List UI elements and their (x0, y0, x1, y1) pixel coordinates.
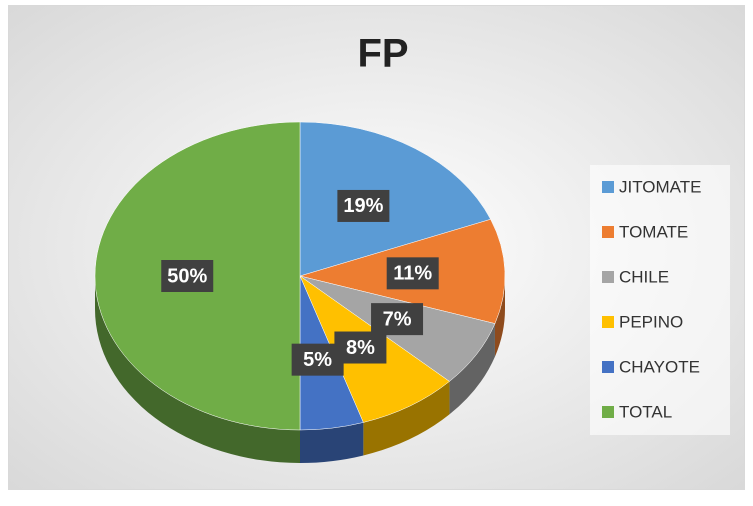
legend-swatch (602, 406, 614, 418)
slice-side (300, 422, 364, 463)
legend-box (590, 165, 730, 435)
data-label-box (337, 189, 390, 222)
legend-label: CHAYOTE (619, 357, 700, 376)
data-label-box (386, 257, 439, 290)
slice (299, 121, 491, 277)
legend-label: PEPINO (619, 312, 683, 331)
data-label: 7% (383, 308, 412, 330)
legend-label: JITOMATE (619, 177, 702, 196)
slice-side (95, 276, 300, 463)
data-label-box (161, 260, 214, 292)
data-label: 8% (346, 337, 375, 359)
data-label-box (371, 303, 424, 336)
chart-title: FP (357, 32, 408, 76)
data-label: 50% (167, 265, 207, 287)
slice-side (363, 381, 450, 456)
data-label: 5% (303, 349, 332, 371)
slice-side (494, 276, 505, 357)
slice-side (449, 323, 495, 415)
legend-label: TOTAL (619, 402, 672, 421)
legend-label: TOMATE (619, 222, 688, 241)
legend-swatch (602, 271, 614, 283)
legend-label: CHILE (619, 267, 669, 286)
legend-swatch (602, 361, 614, 373)
legend-swatch (602, 226, 614, 238)
data-label: 19% (343, 195, 383, 217)
legend-swatch (602, 316, 614, 328)
data-label-box (291, 343, 344, 376)
legend-swatch (602, 181, 614, 193)
data-label: 11% (393, 263, 432, 285)
